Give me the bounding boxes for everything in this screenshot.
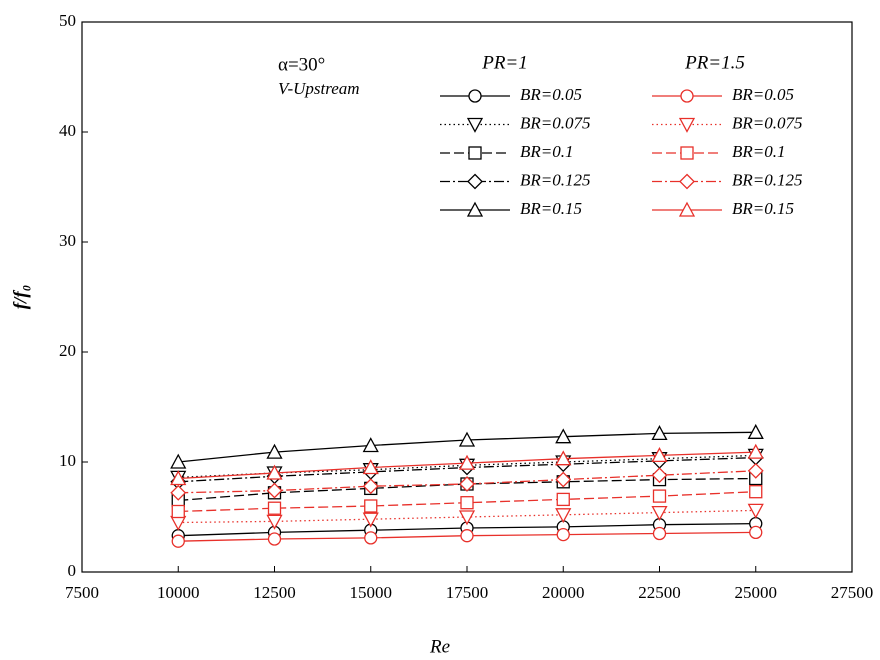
legend-label: BR=0.075 xyxy=(732,113,803,132)
legend-marker xyxy=(468,146,482,160)
legend-marker xyxy=(468,89,482,103)
marker xyxy=(651,505,668,521)
legend-title: PR=1.5 xyxy=(684,52,745,73)
legend-marker xyxy=(680,89,694,103)
marker xyxy=(651,447,668,463)
legend-label: BR=0.15 xyxy=(732,199,794,218)
marker xyxy=(747,443,764,459)
y-tick-label: 50 xyxy=(59,11,76,30)
legend-marker xyxy=(466,117,484,133)
x-tick-label: 10000 xyxy=(157,583,200,602)
y-tick-label: 30 xyxy=(59,231,76,250)
x-tick-label: 7500 xyxy=(65,583,99,602)
legend-title: PR=1 xyxy=(481,52,528,73)
x-tick-label: 15000 xyxy=(350,583,393,602)
marker xyxy=(459,476,475,492)
legend-label: BR=0.1 xyxy=(520,142,574,161)
marker xyxy=(362,437,379,453)
marker xyxy=(266,464,283,480)
marker xyxy=(170,453,187,469)
marker xyxy=(460,529,474,543)
marker xyxy=(555,471,572,488)
marker xyxy=(747,503,764,519)
marker xyxy=(555,508,572,524)
legend-label: BR=0.05 xyxy=(732,85,794,104)
marker xyxy=(460,496,474,510)
x-tick-label: 22500 xyxy=(638,583,681,602)
marker xyxy=(266,482,283,499)
x-tick-label: 20000 xyxy=(542,583,585,602)
marker xyxy=(556,492,570,507)
marker xyxy=(458,431,476,447)
marker xyxy=(555,450,572,466)
legend-label: BR=0.1 xyxy=(732,142,786,161)
marker xyxy=(267,501,282,515)
marker xyxy=(747,462,764,479)
legend-label: BR=0.125 xyxy=(732,170,803,189)
y-tick-label: 40 xyxy=(59,121,76,140)
marker xyxy=(652,489,667,503)
annotation: V-Upstream xyxy=(278,79,360,98)
y-tick-label: 10 xyxy=(59,451,76,470)
marker xyxy=(362,478,379,495)
x-tick-label: 27500 xyxy=(831,583,874,602)
legend-marker xyxy=(680,146,694,160)
x-tick-label: 25000 xyxy=(735,583,778,602)
annotation: α=30° xyxy=(278,54,325,75)
marker xyxy=(170,470,187,486)
y-tick-label: 0 xyxy=(68,561,77,580)
marker xyxy=(556,527,570,542)
x-tick-label: 12500 xyxy=(253,583,296,602)
marker xyxy=(171,534,185,548)
legend-marker xyxy=(678,117,696,133)
marker xyxy=(364,531,378,545)
legend-label: BR=0.125 xyxy=(520,170,591,189)
marker xyxy=(747,423,764,439)
legend-marker xyxy=(679,173,695,190)
y-tick-label: 20 xyxy=(59,341,76,360)
marker xyxy=(651,467,668,484)
marker xyxy=(749,525,763,540)
marker xyxy=(362,512,379,528)
marker xyxy=(171,504,185,519)
legend-label: BR=0.05 xyxy=(520,85,582,104)
marker xyxy=(170,484,187,501)
legend-marker xyxy=(467,173,483,190)
marker xyxy=(362,459,379,475)
marker xyxy=(267,532,282,546)
legend-label: BR=0.075 xyxy=(520,113,591,132)
legend-label: BR=0.15 xyxy=(520,199,582,218)
marker xyxy=(266,514,283,530)
marker xyxy=(651,425,668,441)
y-axis-label: f/f₀ xyxy=(10,285,31,310)
marker xyxy=(458,510,476,526)
marker xyxy=(266,443,283,459)
marker xyxy=(364,499,378,513)
legend-marker xyxy=(678,201,696,217)
x-axis-label: Re xyxy=(429,636,450,657)
marker xyxy=(555,428,572,444)
legend-marker xyxy=(466,201,484,217)
marker xyxy=(458,454,476,470)
marker xyxy=(749,485,763,499)
x-tick-label: 17500 xyxy=(446,583,489,602)
marker xyxy=(652,526,667,541)
